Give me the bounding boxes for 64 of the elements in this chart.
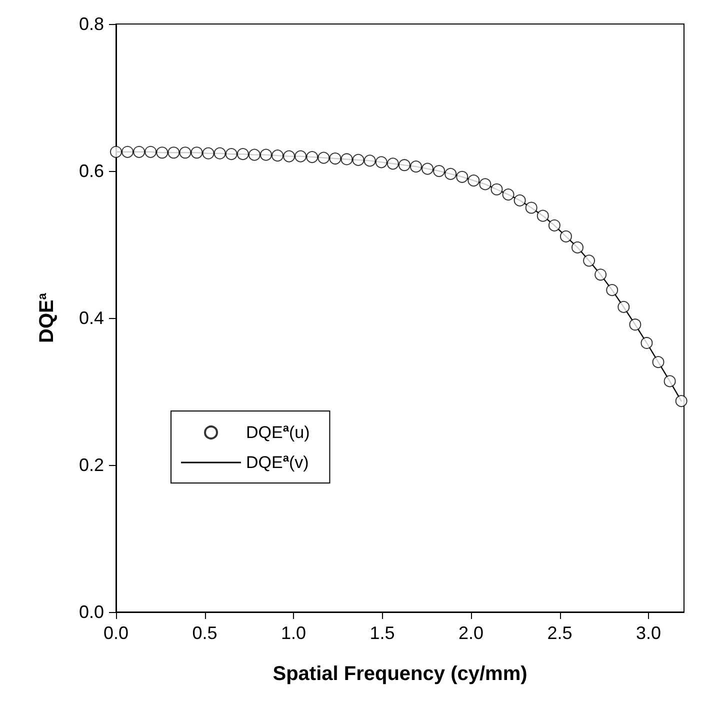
point — [352, 154, 364, 166]
point — [179, 146, 192, 159]
point — [168, 146, 180, 159]
point — [525, 202, 538, 214]
point — [236, 148, 249, 160]
point — [340, 153, 353, 166]
point — [202, 147, 214, 160]
point — [329, 152, 342, 164]
y-tick-label: 0.2 — [78, 455, 104, 475]
point — [410, 160, 422, 173]
point — [433, 165, 446, 177]
point — [583, 254, 596, 267]
point — [110, 146, 122, 158]
point — [444, 168, 457, 180]
y-axis-title: DQEa — [35, 292, 58, 344]
y-tick-label: 0.8 — [78, 14, 104, 34]
point — [156, 146, 168, 159]
y-tick-label: 0.6 — [78, 161, 104, 181]
point — [283, 150, 296, 162]
point — [490, 183, 503, 196]
point — [572, 241, 584, 254]
x-axis-title: Spatial Frequency (cy/mm) — [272, 663, 528, 685]
point — [468, 174, 480, 187]
x-tick-label: 1.0 — [280, 623, 306, 643]
point — [618, 300, 630, 313]
x-tick-label: 2.5 — [547, 623, 572, 643]
point — [560, 230, 572, 242]
point — [629, 318, 642, 331]
point — [652, 356, 664, 368]
point — [260, 148, 272, 161]
point — [122, 146, 134, 158]
point — [398, 159, 410, 172]
point — [272, 150, 284, 162]
x-tick-label: 0.0 — [103, 623, 129, 643]
point — [190, 146, 203, 159]
x-tick-label: 0.5 — [192, 623, 218, 643]
point — [502, 188, 514, 201]
point — [364, 154, 376, 167]
point — [594, 268, 607, 281]
point — [548, 219, 560, 232]
point — [294, 150, 307, 162]
x-tick-label: 1.5 — [370, 623, 395, 643]
point — [306, 151, 318, 164]
y-tick-label: 0.4 — [78, 308, 104, 328]
point — [318, 152, 330, 164]
point — [422, 162, 434, 175]
point — [606, 284, 618, 296]
point — [536, 210, 549, 222]
point — [640, 336, 653, 349]
point — [214, 147, 226, 160]
point — [675, 395, 688, 408]
x-tick-label: 2.0 — [458, 623, 484, 643]
y-tick-label: 0.0 — [78, 602, 104, 622]
point — [144, 146, 157, 158]
point — [225, 148, 238, 160]
point — [479, 178, 492, 190]
point — [664, 375, 676, 388]
point — [375, 156, 388, 168]
point — [248, 148, 260, 161]
point — [386, 158, 399, 170]
point — [456, 170, 468, 183]
point — [514, 194, 526, 206]
x-tick-label: 3.0 — [636, 623, 662, 643]
point — [133, 146, 146, 158]
